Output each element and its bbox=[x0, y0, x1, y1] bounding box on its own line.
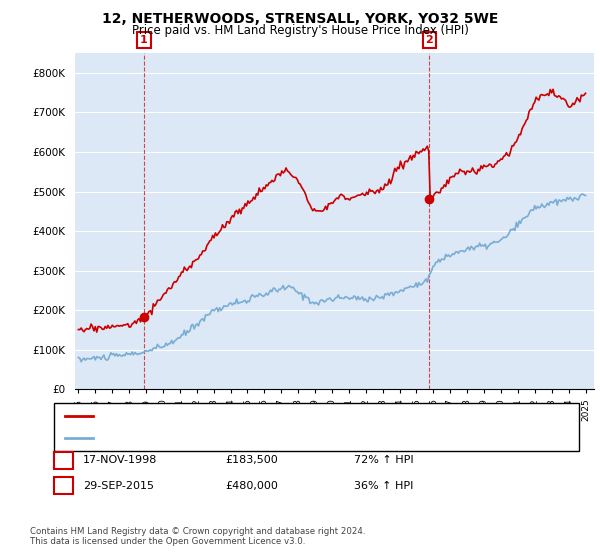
Text: 1: 1 bbox=[140, 35, 148, 45]
Text: 36% ↑ HPI: 36% ↑ HPI bbox=[354, 480, 413, 491]
Text: Price paid vs. HM Land Registry's House Price Index (HPI): Price paid vs. HM Land Registry's House … bbox=[131, 24, 469, 37]
Text: £480,000: £480,000 bbox=[225, 480, 278, 491]
Text: 12, NETHERWOODS, STRENSALL, YORK, YO32 5WE: 12, NETHERWOODS, STRENSALL, YORK, YO32 5… bbox=[102, 12, 498, 26]
Text: 2: 2 bbox=[59, 479, 68, 492]
Text: 72% ↑ HPI: 72% ↑ HPI bbox=[354, 455, 413, 465]
Text: Contains HM Land Registry data © Crown copyright and database right 2024.
This d: Contains HM Land Registry data © Crown c… bbox=[30, 526, 365, 546]
Text: £183,500: £183,500 bbox=[225, 455, 278, 465]
Text: 17-NOV-1998: 17-NOV-1998 bbox=[83, 455, 157, 465]
Text: 1: 1 bbox=[59, 454, 68, 467]
Text: 12, NETHERWOODS, STRENSALL, YORK, YO32 5WE (detached house): 12, NETHERWOODS, STRENSALL, YORK, YO32 5… bbox=[99, 411, 458, 421]
Text: 29-SEP-2015: 29-SEP-2015 bbox=[83, 480, 154, 491]
Text: HPI: Average price, detached house, York: HPI: Average price, detached house, York bbox=[99, 433, 314, 443]
Text: 2: 2 bbox=[425, 35, 433, 45]
